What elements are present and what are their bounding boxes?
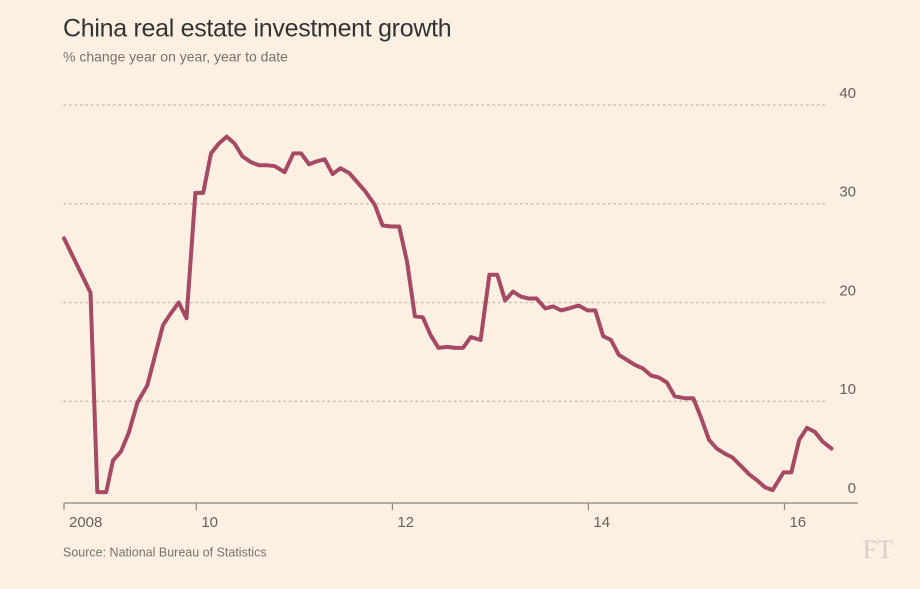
x-tick-label: 14: [593, 514, 610, 531]
logo: FT: [863, 535, 893, 564]
x-tick-label: 16: [789, 514, 806, 531]
x-tick-label: 10: [201, 514, 218, 531]
y-tick-label: 0: [848, 480, 856, 497]
y-tick-label: 40: [839, 85, 856, 102]
x-tick-label: 12: [397, 514, 414, 531]
y-tick-label: 20: [839, 282, 856, 299]
x-tick-label: 2008: [69, 514, 102, 531]
source: Source: National Bureau of Statistics: [63, 545, 267, 559]
y-tick-label: 10: [839, 381, 856, 398]
chart-title: China real estate investment growth: [63, 15, 451, 43]
y-tick-label: 30: [839, 184, 856, 201]
chart-subtitle: % change year on year, year to date: [63, 49, 288, 65]
line-series: [62, 134, 834, 495]
